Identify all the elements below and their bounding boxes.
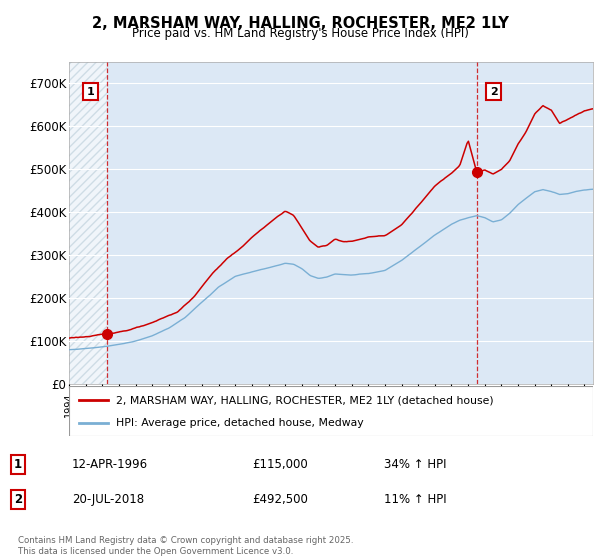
Text: 2, MARSHAM WAY, HALLING, ROCHESTER, ME2 1LY (detached house): 2, MARSHAM WAY, HALLING, ROCHESTER, ME2 …	[116, 395, 494, 405]
Text: 11% ↑ HPI: 11% ↑ HPI	[384, 493, 446, 506]
Text: 34% ↑ HPI: 34% ↑ HPI	[384, 458, 446, 472]
Text: 2: 2	[490, 87, 497, 97]
Text: Contains HM Land Registry data © Crown copyright and database right 2025.
This d: Contains HM Land Registry data © Crown c…	[18, 536, 353, 556]
Text: 2, MARSHAM WAY, HALLING, ROCHESTER, ME2 1LY: 2, MARSHAM WAY, HALLING, ROCHESTER, ME2 …	[92, 16, 508, 31]
Text: 1: 1	[86, 87, 94, 97]
Text: 2: 2	[14, 493, 22, 506]
Text: 12-APR-1996: 12-APR-1996	[72, 458, 148, 472]
FancyBboxPatch shape	[69, 386, 593, 436]
Text: HPI: Average price, detached house, Medway: HPI: Average price, detached house, Medw…	[116, 418, 364, 428]
Text: 1: 1	[14, 458, 22, 472]
Text: £492,500: £492,500	[252, 493, 308, 506]
Text: £115,000: £115,000	[252, 458, 308, 472]
Bar	[69, 62, 107, 384]
Text: 20-JUL-2018: 20-JUL-2018	[72, 493, 144, 506]
Text: Price paid vs. HM Land Registry's House Price Index (HPI): Price paid vs. HM Land Registry's House …	[131, 27, 469, 40]
